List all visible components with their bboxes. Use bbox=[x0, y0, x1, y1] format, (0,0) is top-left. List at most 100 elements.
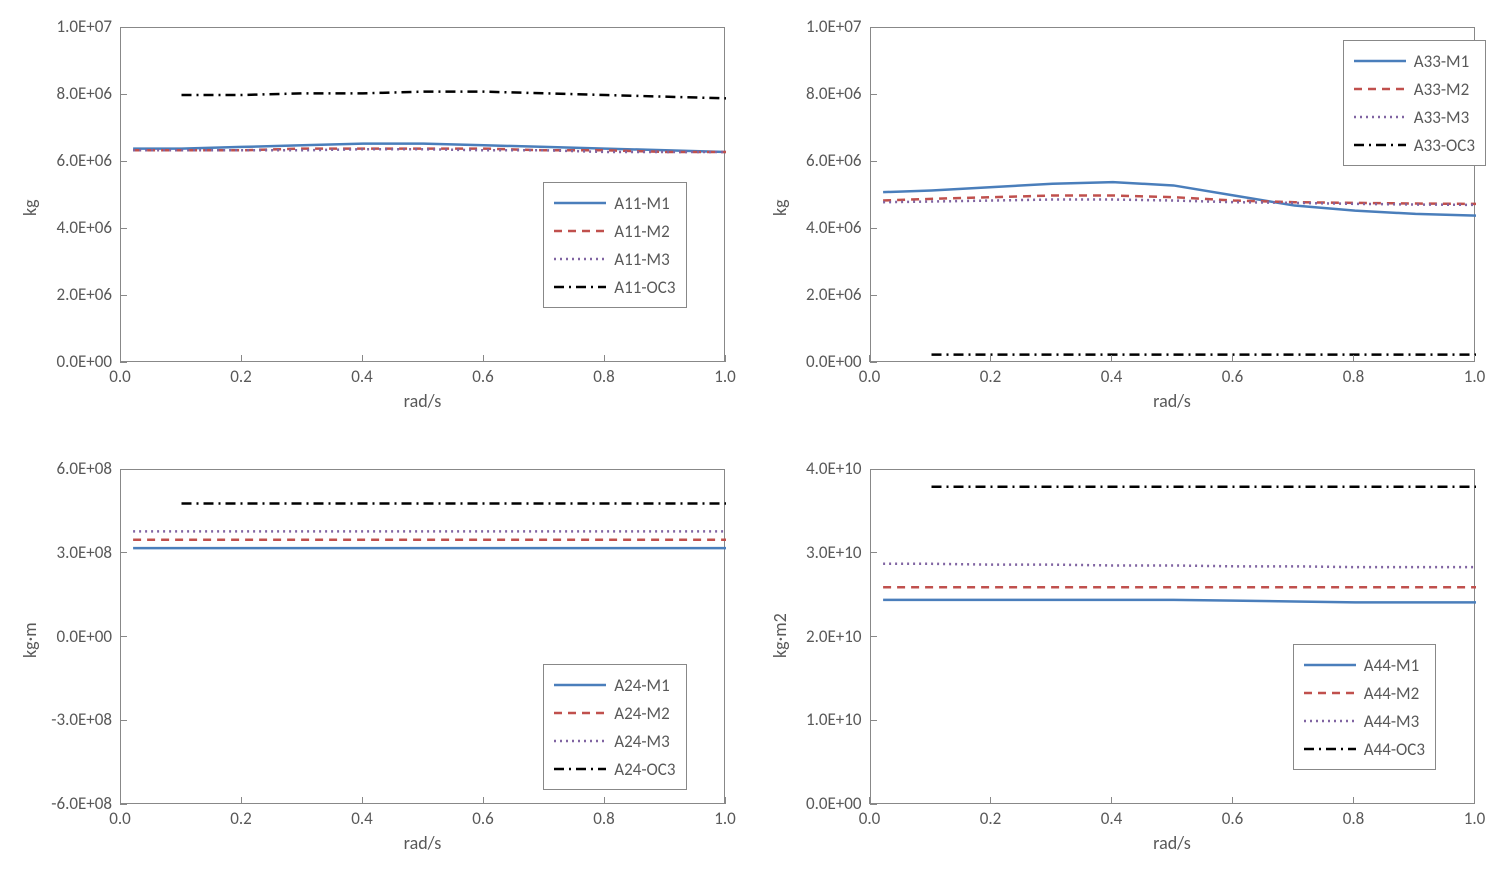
y-axis-label: kg bbox=[19, 176, 41, 216]
legend-swatch bbox=[1304, 711, 1356, 731]
chart-A44: 0.00.20.40.60.81.00.0E+001.0E+102.0E+103… bbox=[765, 457, 1495, 879]
chart-A11: 0.00.20.40.60.81.00.0E+002.0E+064.0E+066… bbox=[15, 15, 745, 437]
x-tick-label: 1.0 bbox=[1450, 366, 1500, 387]
y-tick-label: 1.0E+07 bbox=[765, 16, 862, 37]
legend-item: A11-OC3 bbox=[554, 273, 675, 301]
y-tick-mark bbox=[870, 295, 877, 296]
x-tick-mark bbox=[241, 355, 242, 362]
x-tick-label: 1.0 bbox=[700, 808, 750, 829]
x-tick-mark bbox=[1353, 797, 1354, 804]
y-tick-mark bbox=[870, 228, 877, 229]
y-tick-mark bbox=[120, 94, 127, 95]
x-tick-label: 0.8 bbox=[1329, 366, 1379, 387]
y-tick-label: 6.0E+06 bbox=[765, 150, 862, 171]
legend: A44-M1A44-M2A44-M3A44-OC3 bbox=[1293, 644, 1436, 770]
legend: A24-M1A24-M2A24-M3A24-OC3 bbox=[543, 664, 686, 790]
legend-swatch bbox=[554, 193, 606, 213]
y-tick-mark bbox=[120, 636, 127, 637]
x-tick-mark bbox=[1232, 355, 1233, 362]
legend-item: A33-M2 bbox=[1354, 75, 1475, 103]
x-tick-label: 0.6 bbox=[458, 808, 508, 829]
x-tick-label: 0.4 bbox=[337, 366, 387, 387]
y-axis-label: kg bbox=[769, 176, 791, 216]
y-tick-label: 3.0E+10 bbox=[765, 542, 862, 563]
x-tick-mark bbox=[990, 797, 991, 804]
x-tick-mark bbox=[1353, 355, 1354, 362]
y-tick-label: 8.0E+06 bbox=[765, 83, 862, 104]
legend-label: A33-OC3 bbox=[1414, 135, 1475, 156]
x-tick-label: 0.2 bbox=[966, 366, 1016, 387]
y-tick-label: 6.0E+06 bbox=[15, 150, 112, 171]
y-tick-label: 8.0E+06 bbox=[15, 83, 112, 104]
y-tick-label: 4.0E+10 bbox=[765, 458, 862, 479]
legend-item: A33-OC3 bbox=[1354, 131, 1475, 159]
x-tick-label: 0.6 bbox=[1208, 366, 1258, 387]
x-tick-mark bbox=[1474, 797, 1475, 804]
legend-item: A24-M2 bbox=[554, 699, 675, 727]
legend-item: A11-M2 bbox=[554, 217, 675, 245]
series-line-A11-OC3 bbox=[182, 92, 727, 99]
x-tick-mark bbox=[1111, 355, 1112, 362]
y-tick-mark bbox=[120, 552, 127, 553]
y-tick-label: 6.0E+08 bbox=[15, 458, 112, 479]
y-tick-label: 4.0E+06 bbox=[15, 217, 112, 238]
y-tick-label: 0.0E+00 bbox=[765, 351, 862, 372]
x-tick-mark bbox=[1232, 797, 1233, 804]
y-tick-mark bbox=[870, 161, 877, 162]
x-tick-mark bbox=[241, 797, 242, 804]
legend-label: A44-M3 bbox=[1364, 711, 1419, 732]
legend-label: A33-M2 bbox=[1414, 79, 1469, 100]
y-tick-mark bbox=[870, 94, 877, 95]
x-tick-mark bbox=[725, 355, 726, 362]
y-tick-label: 4.0E+06 bbox=[765, 217, 862, 238]
x-axis-label: rad/s bbox=[383, 832, 463, 854]
legend-label: A11-M2 bbox=[614, 221, 669, 242]
x-tick-mark bbox=[990, 355, 991, 362]
y-tick-label: 0.0E+00 bbox=[765, 793, 862, 814]
legend-swatch bbox=[554, 731, 606, 751]
legend-swatch bbox=[1354, 135, 1406, 155]
chart-A33: 0.00.20.40.60.81.00.0E+002.0E+064.0E+066… bbox=[765, 15, 1495, 437]
y-tick-mark bbox=[870, 362, 877, 363]
chart-A24: 0.00.20.40.60.81.0-6.0E+08-3.0E+080.0E+0… bbox=[15, 457, 745, 879]
y-tick-mark bbox=[120, 27, 127, 28]
legend-item: A24-M3 bbox=[554, 727, 675, 755]
y-tick-mark bbox=[870, 27, 877, 28]
y-tick-mark bbox=[120, 161, 127, 162]
legend-swatch bbox=[554, 675, 606, 695]
legend-item: A44-OC3 bbox=[1304, 735, 1425, 763]
x-tick-mark bbox=[483, 797, 484, 804]
x-axis-label: rad/s bbox=[1132, 390, 1212, 412]
x-tick-label: 0.4 bbox=[337, 808, 387, 829]
y-tick-label: 2.0E+06 bbox=[15, 284, 112, 305]
y-tick-mark bbox=[120, 469, 127, 470]
legend-label: A24-M2 bbox=[614, 703, 669, 724]
x-tick-label: 0.2 bbox=[966, 808, 1016, 829]
y-tick-label: -6.0E+08 bbox=[15, 793, 112, 814]
y-tick-mark bbox=[870, 804, 877, 805]
x-axis-label: rad/s bbox=[383, 390, 463, 412]
legend-item: A11-M3 bbox=[554, 245, 675, 273]
x-tick-label: 0.8 bbox=[579, 808, 629, 829]
legend-label: A11-OC3 bbox=[614, 277, 675, 298]
legend-swatch bbox=[1304, 655, 1356, 675]
y-tick-mark bbox=[120, 720, 127, 721]
legend-swatch bbox=[1354, 107, 1406, 127]
y-tick-mark bbox=[120, 804, 127, 805]
y-axis-label: kg·m2 bbox=[769, 618, 791, 658]
y-tick-mark bbox=[120, 295, 127, 296]
x-tick-mark bbox=[483, 355, 484, 362]
x-tick-label: 0.2 bbox=[216, 366, 266, 387]
legend: A33-M1A33-M2A33-M3A33-OC3 bbox=[1343, 40, 1486, 166]
legend-label: A11-M3 bbox=[614, 249, 669, 270]
legend-item: A24-M1 bbox=[554, 671, 675, 699]
x-tick-label: 0.4 bbox=[1087, 366, 1137, 387]
y-tick-mark bbox=[870, 552, 877, 553]
y-tick-label: -3.0E+08 bbox=[15, 709, 112, 730]
legend-item: A44-M1 bbox=[1304, 651, 1425, 679]
series-line-A44-M3 bbox=[883, 564, 1476, 567]
y-tick-mark bbox=[120, 228, 127, 229]
x-tick-label: 0.4 bbox=[1087, 808, 1137, 829]
x-tick-mark bbox=[362, 355, 363, 362]
x-tick-label: 0.8 bbox=[579, 366, 629, 387]
